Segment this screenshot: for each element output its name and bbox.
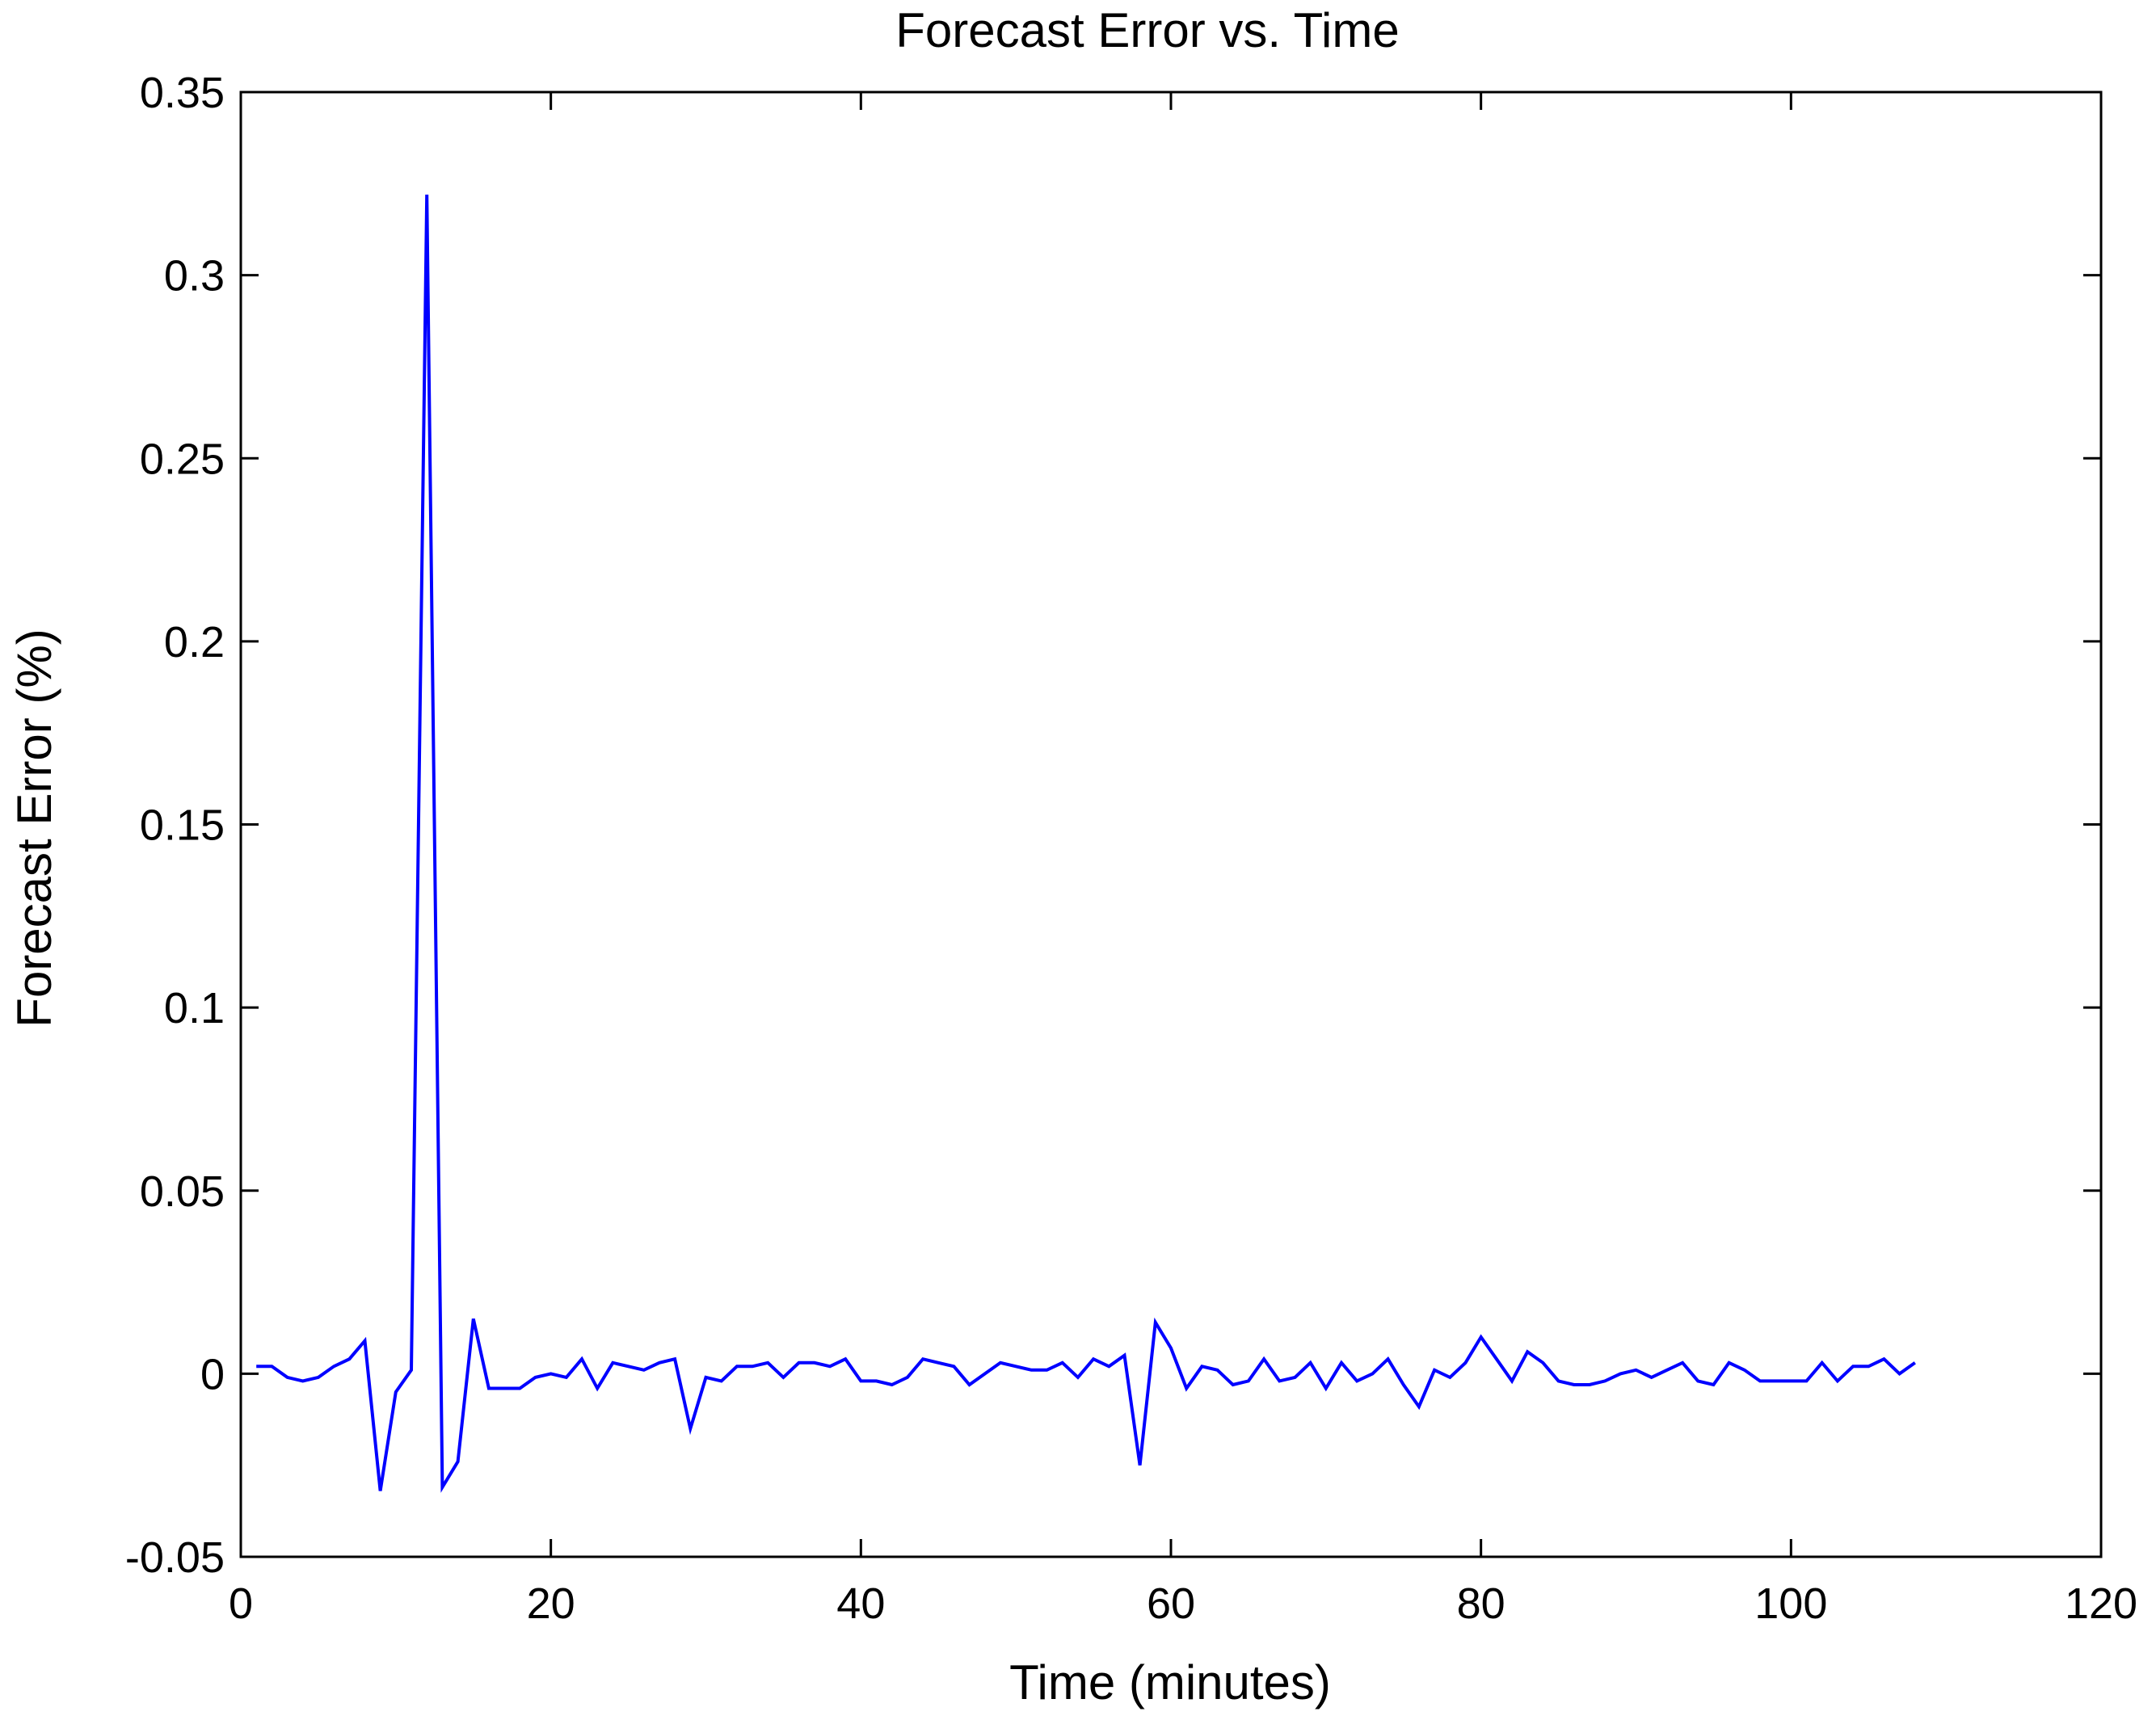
chart-title: Forecast Error vs. Time — [895, 3, 1399, 57]
x-axis-label: Time (minutes) — [1009, 1655, 1331, 1709]
x-tick-label: 0 — [229, 1579, 253, 1628]
x-tick-label: 80 — [1457, 1579, 1505, 1628]
x-tick-label: 40 — [836, 1579, 885, 1628]
plot-area: 0 20 40 60 80 100 120-0.0500.050.10.150.20.250… — [125, 69, 2137, 1628]
plot-frame — [239, 90, 2103, 1558]
x-tick-label: 100 — [1754, 1579, 1827, 1628]
y-tick-label: 0.05 — [140, 1167, 225, 1216]
y-tick-label: 0.3 — [164, 252, 225, 301]
y-tick-label: 0.25 — [140, 435, 225, 483]
x-tick-label: 20 — [527, 1579, 575, 1628]
forecast-error-line — [256, 194, 1916, 1493]
y-tick-label: 0.35 — [140, 69, 225, 117]
y-tick-label: 0.15 — [140, 801, 225, 850]
x-tick-label: 60 — [1147, 1579, 1195, 1628]
y-axis-label: Forecast Error (%) — [7, 629, 61, 1027]
y-tick-label: 0.1 — [164, 984, 225, 1032]
x-tick-label: 120 — [2065, 1579, 2137, 1628]
y-tick-label: -0.05 — [125, 1533, 225, 1582]
y-tick-label: 0 — [200, 1350, 225, 1398]
y-tick-label: 0.2 — [164, 618, 225, 667]
